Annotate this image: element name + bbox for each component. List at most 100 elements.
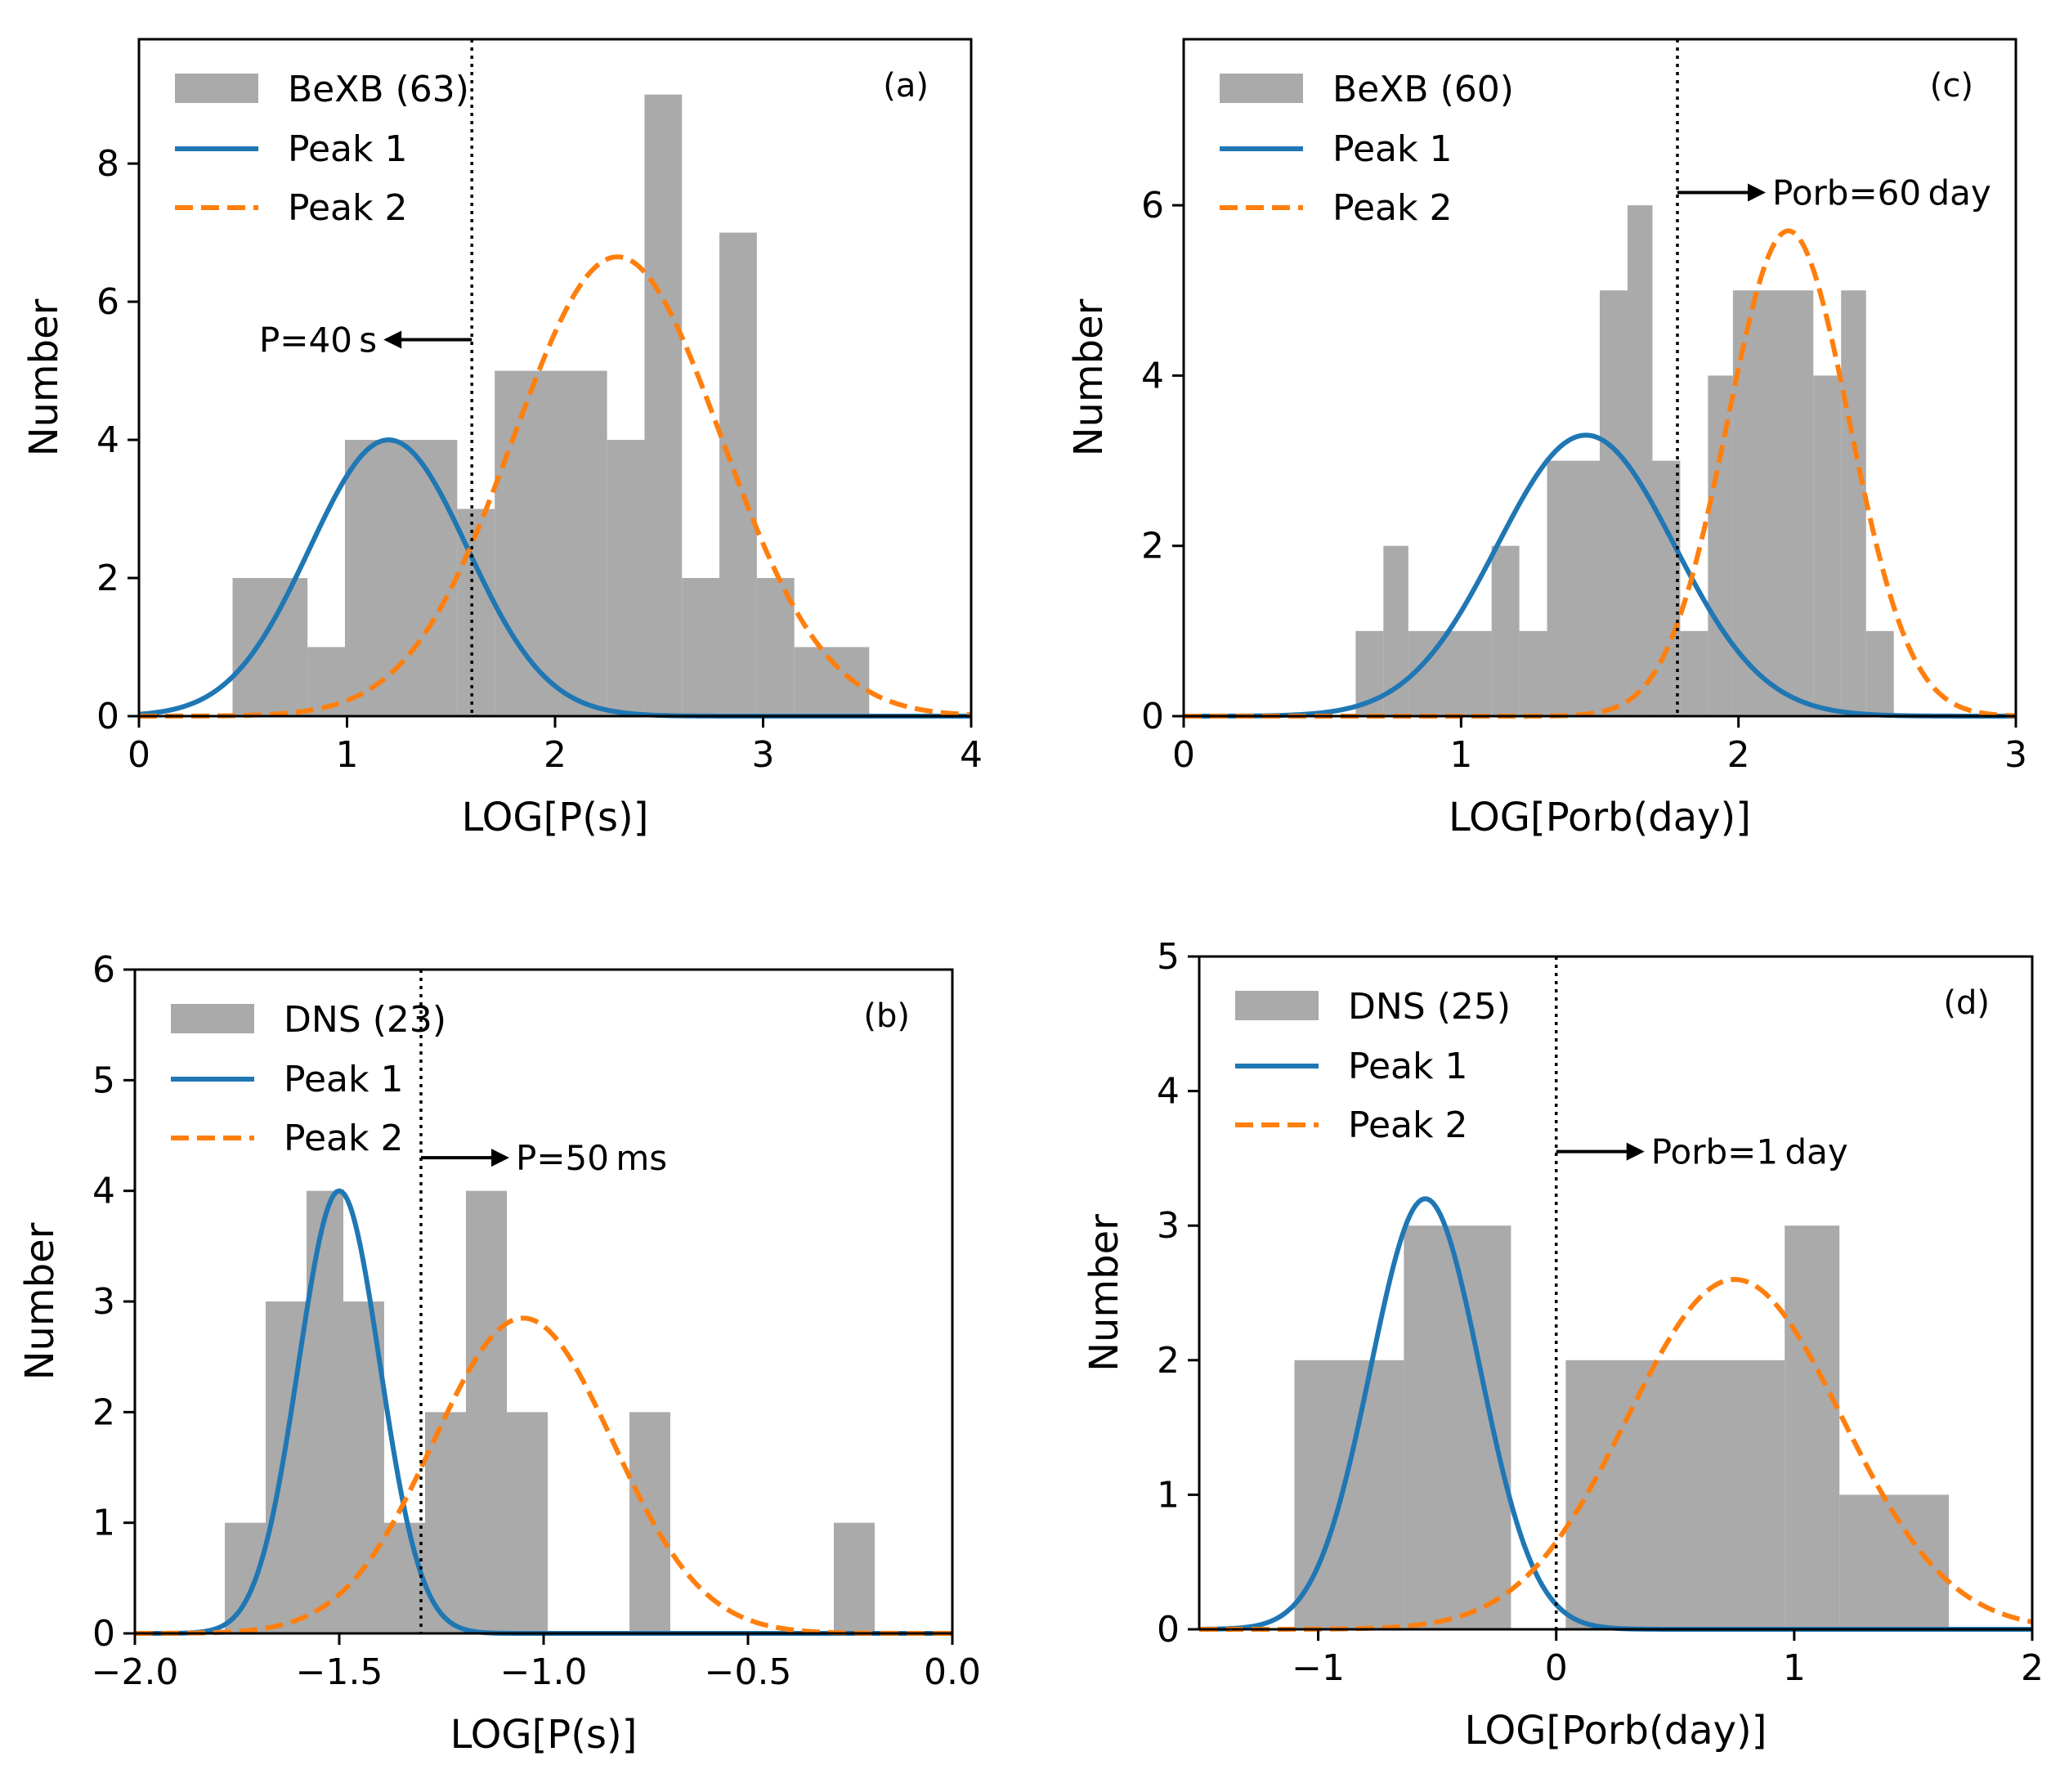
y-tick-label: 6 bbox=[96, 281, 119, 323]
histogram-bar bbox=[607, 440, 645, 716]
y-tick-label: 2 bbox=[96, 558, 119, 599]
histogram-bar bbox=[466, 1190, 507, 1633]
legend-label-histogram: BeXB (60) bbox=[1332, 69, 1514, 110]
peak-1-curve bbox=[1184, 432, 2016, 719]
legend-swatch-histogram bbox=[171, 1004, 254, 1033]
histogram-bar bbox=[1519, 630, 1547, 716]
histogram-bar bbox=[682, 578, 720, 716]
x-axis-label: LOG[P(s)] bbox=[462, 795, 649, 840]
legend-label-histogram: DNS (23) bbox=[284, 999, 446, 1041]
y-tick-label: 4 bbox=[1141, 355, 1164, 396]
histogram-bar bbox=[1652, 460, 1681, 716]
histogram-bar bbox=[495, 370, 607, 716]
y-axis-label: Number bbox=[1082, 1214, 1127, 1372]
y-tick-label: 6 bbox=[92, 949, 115, 991]
histogram-bar bbox=[1708, 375, 1733, 716]
legend-label-peak-2: Peak 2 bbox=[1332, 187, 1452, 229]
annotation-text: P=40 s bbox=[259, 320, 377, 361]
y-tick-label: 5 bbox=[1157, 936, 1180, 978]
y-tick-label: 1 bbox=[1157, 1474, 1180, 1516]
histogram-bar bbox=[232, 578, 308, 716]
panel-d: Porb=1 day −1 0 1 2 0 1 2 3 4 5 LOG[Porb(day)] Numbe… bbox=[1082, 936, 2044, 1754]
y-tick-label: 0 bbox=[96, 696, 119, 737]
histogram-bar bbox=[1565, 1360, 1785, 1629]
panel-tag: (d) bbox=[1943, 984, 1990, 1022]
annotation-arrowhead bbox=[383, 330, 402, 349]
histogram-bar bbox=[1408, 630, 1492, 716]
histogram-bar bbox=[1627, 205, 1653, 716]
x-tick-label: 3 bbox=[2004, 734, 2027, 776]
histogram-bar bbox=[1865, 630, 1894, 716]
x-tick-label: 2 bbox=[1727, 734, 1750, 776]
x-tick-label: 1 bbox=[1449, 734, 1472, 776]
annotation-text: P=50 ms bbox=[516, 1138, 667, 1178]
peak-2-curve bbox=[134, 1315, 953, 1636]
y-tick-label: 4 bbox=[1157, 1071, 1180, 1113]
x-tick-label: 0.0 bbox=[924, 1651, 981, 1693]
y-tick-label: 0 bbox=[1157, 1609, 1180, 1651]
annotation-arrowhead bbox=[1626, 1142, 1645, 1161]
histogram-bar bbox=[344, 440, 458, 716]
y-tick-label: 1 bbox=[92, 1503, 115, 1544]
x-tick-label: −1 bbox=[1292, 1647, 1345, 1689]
legend-swatch-histogram bbox=[175, 74, 258, 103]
y-tick-label: 8 bbox=[96, 143, 119, 185]
y-tick-label: 6 bbox=[1141, 185, 1164, 226]
x-tick-label: 0 bbox=[128, 734, 150, 776]
legend-label-histogram: BeXB (63) bbox=[288, 69, 469, 110]
histogram-bar bbox=[1547, 460, 1600, 716]
legend-label-peak-1: Peak 1 bbox=[1348, 1046, 1467, 1087]
panel-tag: (a) bbox=[883, 67, 929, 105]
y-tick-label: 0 bbox=[92, 1613, 115, 1655]
panel-b: P=50 ms −2.0 −1.5 −1.0 −0.5 0.0 0 1 2 3 4 5 6 LOG[P(s… bbox=[17, 949, 981, 1758]
legend-label-peak-2: Peak 2 bbox=[1348, 1104, 1467, 1146]
legend-label-peak-2: Peak 2 bbox=[288, 187, 407, 229]
panel-tag: (b) bbox=[863, 997, 910, 1035]
histogram-bar bbox=[1680, 630, 1708, 716]
y-tick-label: 4 bbox=[92, 1171, 115, 1212]
x-tick-label: 3 bbox=[752, 734, 775, 776]
x-tick-label: 4 bbox=[960, 734, 983, 776]
histogram-bar bbox=[1813, 375, 1842, 716]
x-tick-label: −1.0 bbox=[500, 1651, 588, 1693]
histogram-bar bbox=[1732, 290, 1814, 717]
panel-c: Porb=60 day 0 1 2 3 0 2 4 6 LOG[Porb(day)] Number (… bbox=[1066, 38, 2027, 840]
legend-label-peak-1: Peak 1 bbox=[288, 128, 407, 170]
axes-frame bbox=[1182, 38, 2017, 718]
histogram-bar bbox=[507, 1412, 548, 1633]
x-tick-label: −2.0 bbox=[92, 1651, 179, 1693]
legend-swatch-histogram bbox=[1235, 991, 1319, 1020]
histogram-bar bbox=[1491, 545, 1520, 716]
legend-label-peak-2: Peak 2 bbox=[284, 1118, 403, 1159]
axes-frame bbox=[1198, 955, 2034, 1631]
histogram-bar bbox=[834, 1522, 875, 1633]
histogram-bar bbox=[719, 232, 757, 717]
histogram-bar bbox=[225, 1522, 266, 1633]
legend-label-peak-1: Peak 1 bbox=[284, 1059, 403, 1100]
legend-swatch-histogram bbox=[1220, 74, 1303, 103]
y-tick-label: 2 bbox=[1157, 1340, 1180, 1382]
y-tick-label: 3 bbox=[1157, 1205, 1180, 1247]
y-tick-label: 4 bbox=[96, 419, 119, 461]
histogram-bar bbox=[644, 94, 683, 716]
histogram-bar bbox=[629, 1412, 670, 1633]
y-axis-label: Number bbox=[21, 298, 67, 456]
annotation-arrowhead bbox=[1748, 183, 1767, 202]
x-tick-label: 0 bbox=[1545, 1647, 1568, 1689]
annotation-text: Porb=60 day bbox=[1772, 172, 1991, 213]
y-axis-label: Number bbox=[17, 1222, 63, 1380]
annotation-text: Porb=1 day bbox=[1651, 1132, 1848, 1172]
histogram-bar bbox=[1600, 290, 1628, 717]
x-tick-label: 0 bbox=[1172, 734, 1195, 776]
x-tick-label: 2 bbox=[2021, 1647, 2044, 1689]
histogram-bar bbox=[1841, 290, 1866, 717]
x-tick-label: 2 bbox=[544, 734, 566, 776]
histogram-bar bbox=[1785, 1225, 1840, 1629]
y-tick-label: 5 bbox=[92, 1060, 115, 1101]
y-tick-label: 3 bbox=[92, 1281, 115, 1323]
x-tick-label: 1 bbox=[336, 734, 359, 776]
y-tick-label: 0 bbox=[1141, 696, 1164, 737]
x-tick-label: −0.5 bbox=[705, 1651, 792, 1693]
x-tick-label: −1.5 bbox=[296, 1651, 383, 1693]
